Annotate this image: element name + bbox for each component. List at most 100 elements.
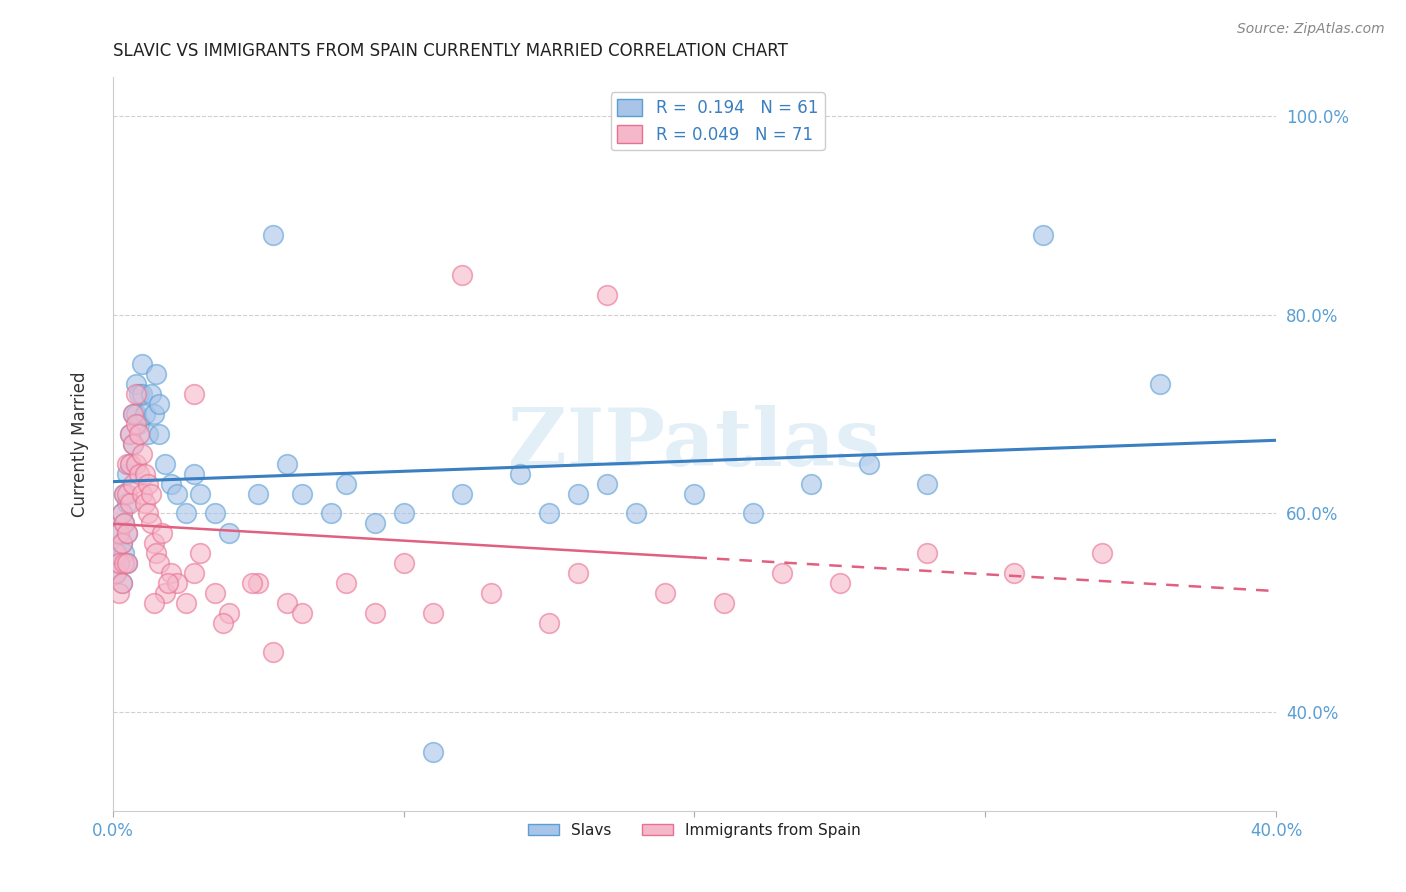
Point (107, 526, 129, 541)
Point (134, 407, 156, 421)
Point (828, 575, 851, 590)
Point (538, 507, 561, 521)
Point (136, 507, 159, 521)
Point (915, 546, 938, 560)
Point (174, 596, 197, 610)
Point (262, 228, 284, 243)
Point (122, 437, 145, 451)
Point (858, 457, 880, 471)
Point (567, 486, 589, 500)
Point (117, 496, 139, 510)
Point (242, 575, 264, 590)
Point (247, 486, 270, 500)
Point (160, 566, 183, 580)
Point (110, 575, 132, 590)
Point (117, 486, 139, 500)
Point (392, 507, 415, 521)
Point (188, 546, 211, 560)
Point (204, 507, 226, 521)
Point (1149, 377, 1171, 392)
Point (131, 387, 153, 401)
Point (131, 358, 153, 372)
Point (136, 427, 159, 442)
Point (363, 516, 385, 531)
Point (128, 417, 150, 431)
Y-axis label: Currently Married: Currently Married (72, 371, 89, 516)
Point (450, 268, 472, 282)
Point (110, 536, 132, 550)
Point (114, 516, 136, 531)
Point (114, 516, 136, 531)
Point (107, 526, 129, 541)
Point (291, 486, 314, 500)
Point (218, 526, 240, 541)
Point (128, 387, 150, 401)
Text: SLAVIC VS IMMIGRANTS FROM SPAIN CURRENTLY MARRIED CORRELATION CHART: SLAVIC VS IMMIGRANTS FROM SPAIN CURRENTL… (112, 42, 787, 60)
Point (117, 467, 139, 481)
Point (741, 507, 763, 521)
Point (114, 556, 136, 570)
Point (450, 486, 472, 500)
Point (654, 586, 676, 600)
Point (509, 467, 531, 481)
Point (538, 615, 561, 630)
Point (125, 417, 148, 431)
Point (276, 596, 298, 610)
Point (117, 556, 139, 570)
Text: ZIPatlas: ZIPatlas (509, 405, 880, 483)
Point (122, 407, 145, 421)
Point (114, 486, 136, 500)
Point (626, 507, 648, 521)
Point (142, 596, 165, 610)
Legend: Slavs, Immigrants from Spain: Slavs, Immigrants from Spain (522, 817, 866, 844)
Point (117, 556, 139, 570)
Point (120, 496, 142, 510)
Point (117, 526, 139, 541)
Point (104, 566, 127, 580)
Point (422, 606, 444, 620)
Point (104, 566, 127, 580)
Point (120, 457, 142, 471)
Point (218, 606, 240, 620)
Point (204, 586, 226, 600)
Point (139, 486, 162, 500)
Point (122, 437, 145, 451)
Point (110, 507, 132, 521)
Point (148, 397, 170, 411)
Point (1091, 546, 1114, 560)
Point (713, 596, 735, 610)
Point (145, 368, 167, 382)
Point (183, 387, 205, 401)
Point (128, 467, 150, 481)
Point (683, 486, 706, 500)
Point (139, 387, 162, 401)
Point (125, 387, 148, 401)
Point (104, 546, 127, 560)
Point (1032, 228, 1054, 243)
Point (596, 288, 619, 302)
Point (800, 476, 823, 491)
Point (110, 536, 132, 550)
Point (148, 556, 170, 570)
Point (363, 606, 385, 620)
Point (153, 586, 176, 600)
Point (120, 427, 142, 442)
Point (247, 575, 270, 590)
Point (125, 457, 148, 471)
Point (125, 407, 148, 421)
Point (122, 476, 145, 491)
Point (110, 575, 132, 590)
Point (142, 536, 165, 550)
Point (131, 486, 153, 500)
Point (276, 457, 298, 471)
Point (104, 546, 127, 560)
Point (122, 407, 145, 421)
Point (107, 556, 129, 570)
Point (120, 427, 142, 442)
Point (110, 507, 132, 521)
Point (150, 526, 173, 541)
Point (145, 546, 167, 560)
Point (212, 615, 235, 630)
Point (120, 457, 142, 471)
Point (107, 556, 129, 570)
